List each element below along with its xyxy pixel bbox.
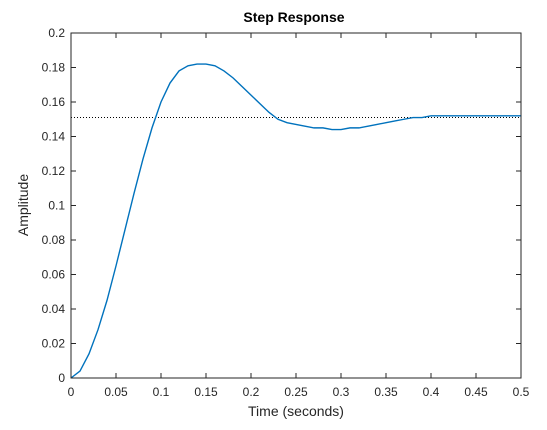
y-tick-label: 0.02 (42, 337, 66, 351)
x-tick-label: 0.3 (333, 385, 350, 399)
y-tick-label: 0.2 (48, 26, 65, 40)
y-tick-label: 0 (58, 371, 65, 385)
y-tick-label: 0.08 (42, 233, 66, 247)
y-tick-label: 0.14 (42, 130, 66, 144)
x-tick-label: 0.15 (194, 385, 218, 399)
x-tick-label: 0.25 (284, 385, 308, 399)
chart-title: Step Response (243, 9, 344, 25)
step-response-line (70, 63, 521, 379)
y-tick-label: 0.06 (42, 268, 66, 282)
y-tick-labels: 0 0.02 0.04 0.06 0.08 0.1 0.12 0.14 0.16 0.18 0.2 (42, 26, 66, 385)
x-tick-label: 0 (68, 385, 75, 399)
plot-frame (70, 32, 522, 379)
x-tick-label: 0.4 (423, 385, 440, 399)
y-tick-label: 0.16 (42, 95, 66, 109)
x-tick-labels: 0 0.05 0.1 0.15 0.2 0.25 0.3 0.35 0.4 0.45 0.5 (68, 385, 530, 399)
x-axis-label: Time (seconds) (248, 403, 344, 419)
y-tick-label: 0.1 (48, 199, 65, 213)
y-tick-label: 0.18 (42, 61, 66, 75)
y-tick-label: 0.04 (42, 302, 66, 316)
x-tick-label: 0.45 (464, 385, 488, 399)
x-tick-label: 0.05 (104, 385, 128, 399)
y-axis-label: Amplitude (15, 174, 31, 236)
y-tick-label: 0.12 (42, 164, 66, 178)
x-tick-label: 0.1 (153, 385, 170, 399)
x-tick-label: 0.5 (513, 385, 530, 399)
x-tick-label: 0.2 (243, 385, 260, 399)
plot-area (71, 33, 521, 378)
x-tick-label: 0.35 (374, 385, 398, 399)
